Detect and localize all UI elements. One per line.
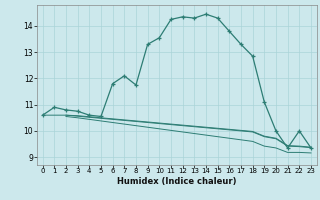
X-axis label: Humidex (Indice chaleur): Humidex (Indice chaleur) <box>117 177 236 186</box>
